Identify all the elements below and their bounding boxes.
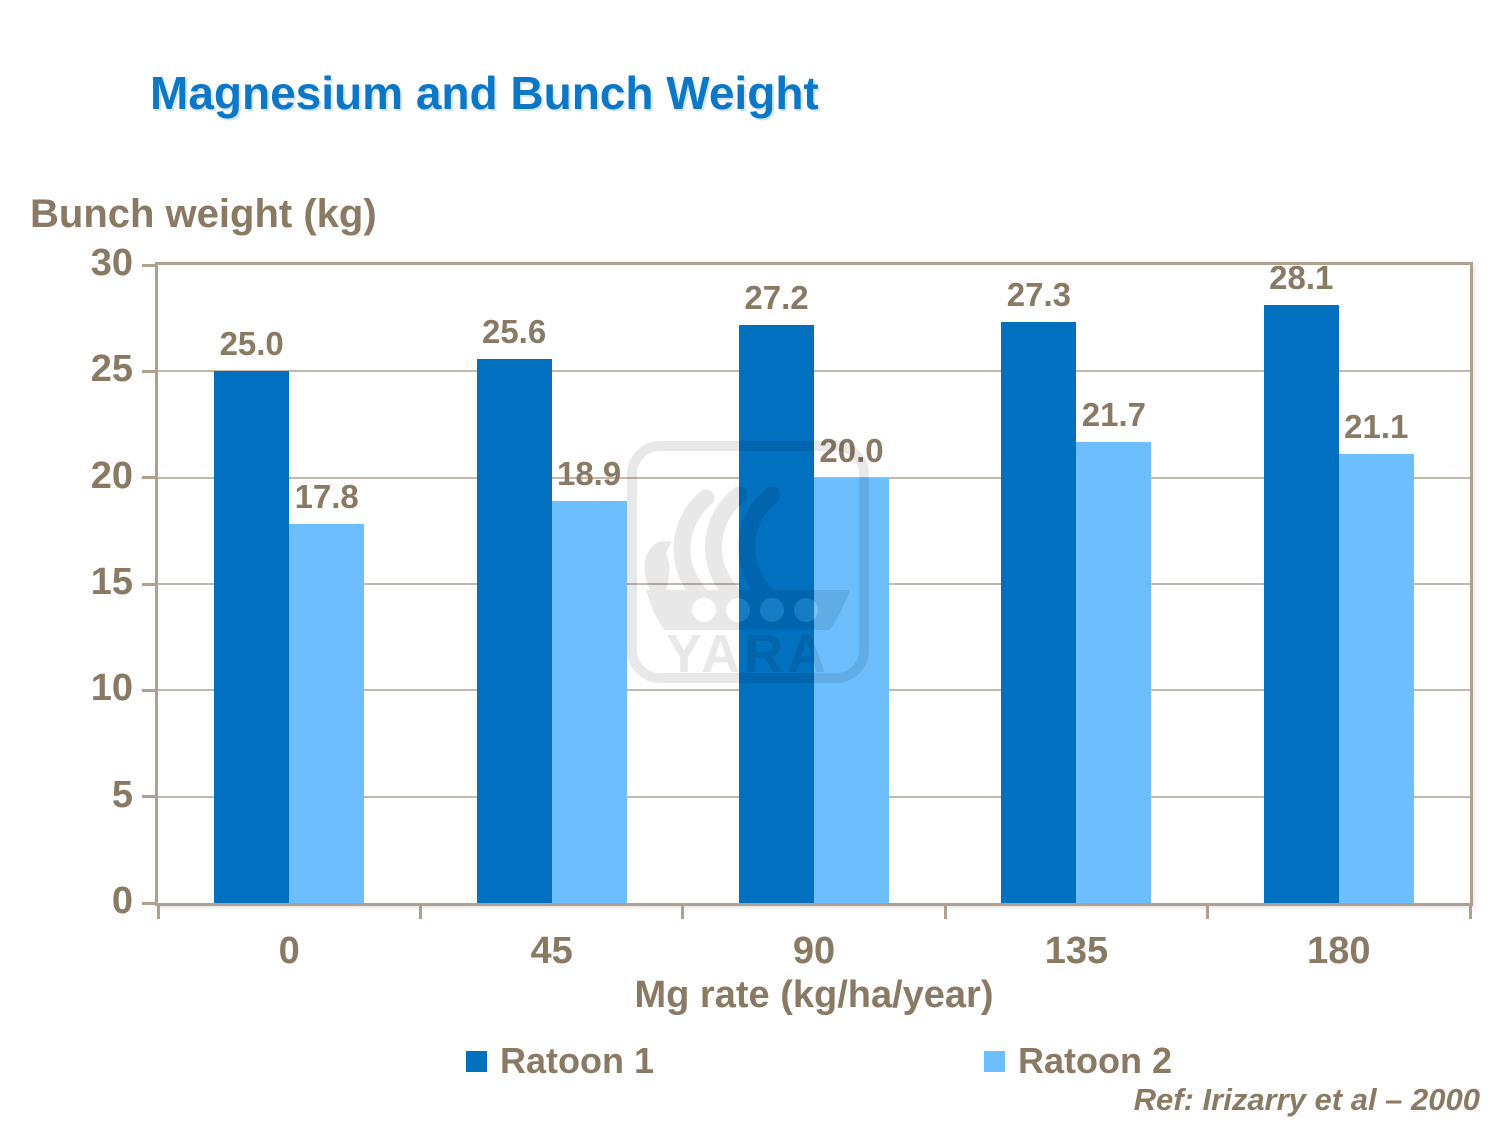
x-axis-label-180: 180 (1307, 930, 1371, 972)
x-tick-mark-2 (681, 906, 685, 919)
bar-ratoon-2-0 (289, 524, 365, 903)
legend-label-ratoon-2: Ratoon 2 (1018, 1040, 1173, 1081)
legend-item-ratoon-2: Ratoon 2 (984, 1040, 1172, 1082)
y-tick-mark-0 (142, 901, 155, 905)
bar-value-label: 25.0 (219, 325, 284, 363)
bar-ratoon-1-135 (1001, 322, 1077, 903)
legend-swatch-ratoon-2 (984, 1050, 1005, 1072)
legend-item-ratoon-1: Ratoon 1 (466, 1040, 654, 1082)
y-tick-mark-15 (142, 582, 155, 586)
bar-ratoon-2-45 (551, 501, 627, 903)
y-tick-mark-10 (142, 688, 155, 692)
bar-value-label: 27.2 (744, 278, 809, 316)
x-axis-label-135: 135 (1044, 930, 1109, 972)
bar-ratoon-2-135 (1076, 441, 1152, 903)
bar-value-label: 27.3 (1006, 276, 1071, 314)
y-axis-label-10: 10 (90, 667, 133, 710)
y-tick-mark-25 (142, 369, 155, 373)
bar-value-label: 28.1 (1269, 259, 1334, 297)
gridline-25 (158, 370, 1470, 373)
x-axis-label-0: 0 (278, 930, 300, 972)
bar-ratoon-1-0 (214, 371, 290, 903)
y-tick-mark-30 (142, 263, 155, 267)
x-tick-mark-4 (1206, 906, 1210, 919)
y-axis-title: Bunch weight (kg) (30, 192, 377, 236)
bar-ratoon-2-90 (814, 477, 889, 903)
bar-ratoon-2-180 (1338, 454, 1414, 903)
y-tick-mark-5 (142, 795, 155, 799)
bar-ratoon-1-180 (1263, 305, 1339, 903)
legend-label-ratoon-1: Ratoon 1 (500, 1040, 655, 1081)
x-tick-mark-5 (1468, 906, 1472, 919)
x-tick-mark-0 (156, 906, 160, 919)
y-axis-label-5: 5 (111, 773, 133, 816)
x-axis-label-90: 90 (792, 930, 836, 972)
x-axis-title: Mg rate (kg/ha/year) (634, 974, 994, 1016)
bar-value-label: 21.7 (1081, 395, 1146, 433)
y-axis-label-30: 30 (90, 242, 133, 284)
legend-swatch-ratoon-1 (466, 1050, 487, 1072)
reference-text: Ref: Irizarry et al – 2000 (1133, 1082, 1480, 1117)
y-axis-label-25: 25 (90, 348, 133, 391)
bar-value-label: 18.9 (556, 455, 622, 493)
bar-ratoon-1-45 (476, 358, 552, 903)
x-axis-label-45: 45 (530, 930, 573, 972)
y-axis-label-0: 0 (111, 880, 133, 922)
x-tick-mark-3 (943, 906, 947, 919)
bar-value-label: 21.1 (1344, 408, 1409, 446)
y-axis-label-15: 15 (90, 561, 133, 603)
bar-value-label: 25.6 (481, 312, 547, 350)
y-tick-mark-20 (142, 476, 155, 480)
bar-ratoon-1-90 (739, 324, 814, 903)
x-tick-mark-1 (418, 906, 422, 919)
chart-title: Magnesium and Bunch Weight (150, 67, 819, 119)
y-axis-label-20: 20 (90, 454, 133, 497)
plot-frame (155, 262, 1473, 906)
bar-value-label: 20.0 (819, 431, 884, 469)
plot-area: 25.0 25.6 27.2 27.3 28.1 17.8 18.9 20.0 21.7 21.1 (155, 259, 1473, 906)
bar-value-label: 17.8 (294, 478, 359, 516)
